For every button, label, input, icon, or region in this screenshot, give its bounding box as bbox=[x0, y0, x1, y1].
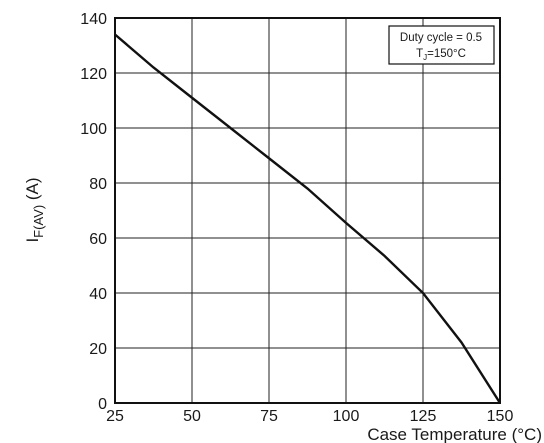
y-tick-label: 120 bbox=[80, 66, 107, 83]
annotation-tj: TJ=150°C bbox=[416, 48, 466, 62]
annotation-tj-main: T bbox=[416, 48, 423, 60]
annotation-duty-cycle: Duty cycle = 0.5 bbox=[400, 32, 482, 44]
y-tick-label: 60 bbox=[89, 231, 107, 248]
x-tick-label: 75 bbox=[260, 408, 278, 425]
x-tick-label: 150 bbox=[487, 408, 514, 425]
x-tick-label: 125 bbox=[410, 408, 437, 425]
x-tick-label: 25 bbox=[106, 408, 124, 425]
y-tick-label: 20 bbox=[89, 341, 107, 358]
y-tick-label: 100 bbox=[80, 121, 107, 138]
x-tick-label: 50 bbox=[183, 408, 201, 425]
annotation-tj-sub: J bbox=[423, 53, 427, 62]
y-tick-label: 80 bbox=[89, 176, 107, 193]
grid-lines bbox=[115, 18, 500, 403]
y-axis-label-sub: F(AV) bbox=[31, 205, 46, 238]
plot-frame bbox=[114, 17, 501, 404]
x-tick-labels: 25 50 75 100 125 150 bbox=[106, 408, 513, 425]
annotation-box: Duty cycle = 0.5 TJ=150°C bbox=[388, 25, 495, 65]
y-axis-label-unit: (A) bbox=[23, 177, 42, 204]
annotation-frame bbox=[388, 25, 495, 65]
y-tick-label: 0 bbox=[98, 396, 107, 413]
y-tick-labels: 0 20 40 60 80 100 120 140 bbox=[80, 11, 107, 413]
y-tick-label: 140 bbox=[80, 11, 107, 28]
y-tick-label: 40 bbox=[89, 286, 107, 303]
x-axis-label: Case Temperature (°C) bbox=[367, 425, 542, 443]
x-tick-label: 100 bbox=[333, 408, 360, 425]
y-axis-label-main: I bbox=[23, 238, 42, 243]
y-axis-label: IF(AV) (A) bbox=[23, 177, 46, 242]
annotation-tj-rest: =150°C bbox=[427, 48, 466, 60]
series-line bbox=[114, 33, 502, 404]
